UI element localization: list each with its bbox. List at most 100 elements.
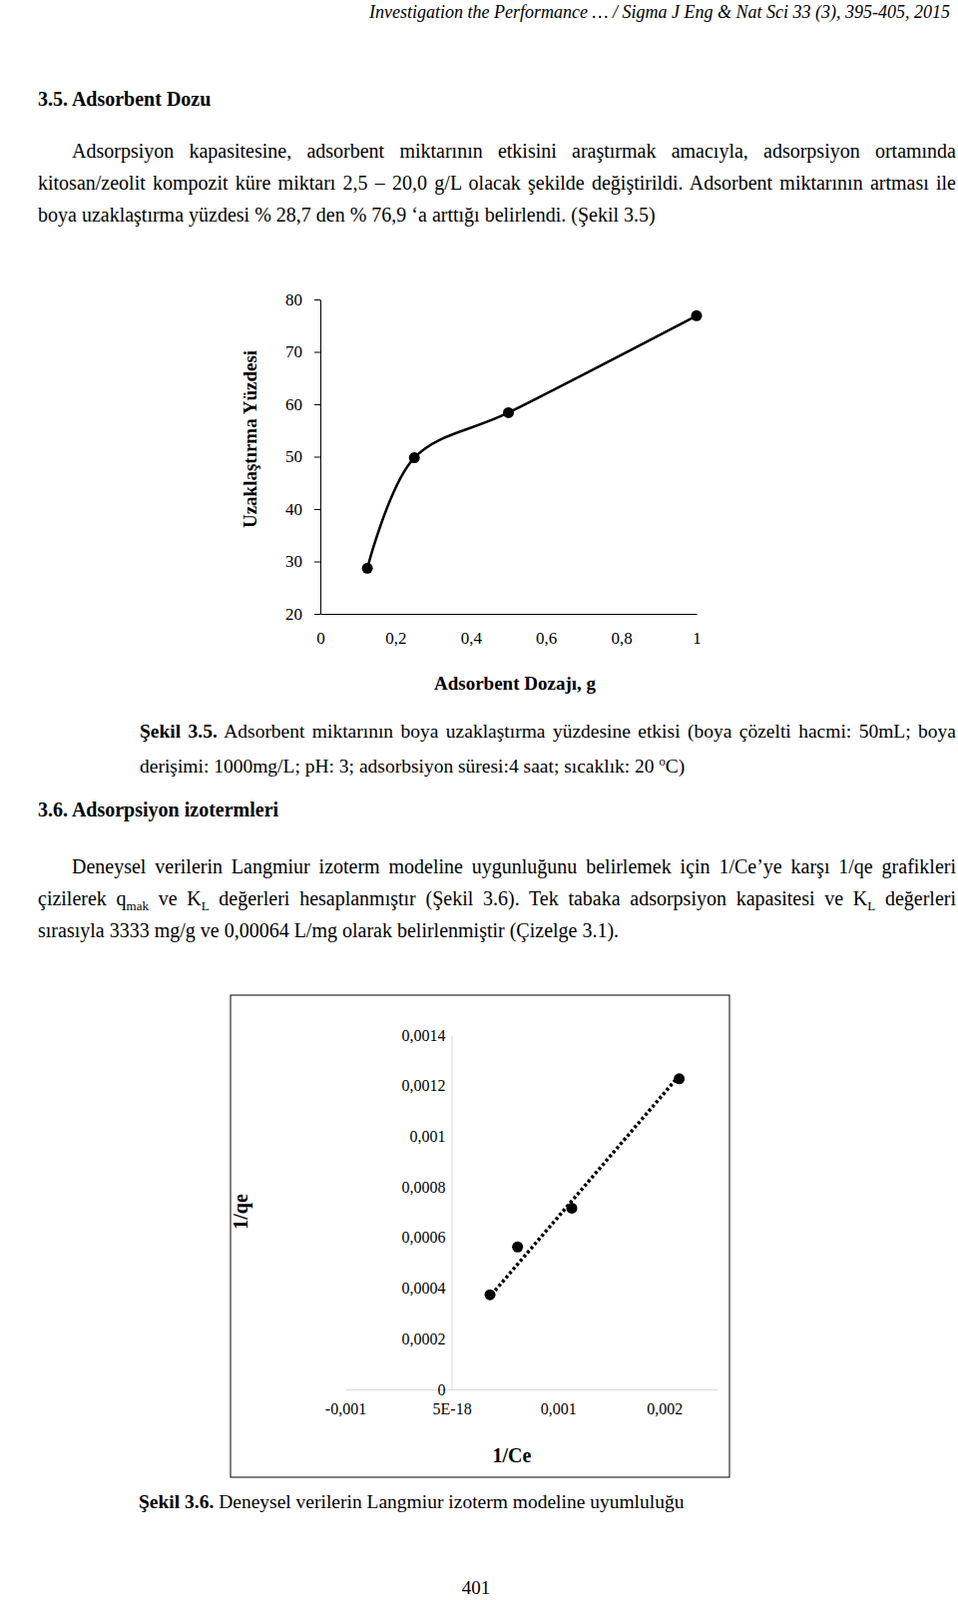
tick: 80 [285,290,321,310]
text-run: değerleri hesaplanmıştır (Şekil 3.6). Te… [209,887,869,910]
tick: 0,0004 [402,1279,453,1297]
plot-area [484,1072,686,1300]
text-run: L [201,898,210,914]
tick-label: 1 [692,628,702,648]
tick: 0,002 [646,1389,683,1418]
tick: -0,001 [325,1389,367,1418]
tick-mark [314,404,321,406]
tick-label: 0,0014 [402,1026,447,1044]
tick: 0,001 [540,1389,577,1418]
page-number: 401 [436,1575,516,1600]
text-run: mak [126,898,149,914]
axis-line [320,300,322,615]
tick-mark [314,613,321,615]
tick-label: 80 [285,290,303,310]
tick-label: 0,6 [535,628,557,648]
axis-line [321,613,698,615]
text-run: o [659,754,666,769]
tick: 0,0014 [402,1026,453,1044]
data-point [502,407,514,419]
tick-label: 0,8 [610,628,632,648]
paragraph: Adsorpsiyon kapasitesine, adsorbent mikt… [37,134,957,231]
text-run: ve K [148,887,202,910]
tick-label: 0 [438,1381,447,1399]
text-run: L [867,898,876,914]
tick: 20 [285,604,321,624]
tick-label: 0,001 [410,1127,447,1145]
text-run: Şekil 3.5. [139,720,218,742]
section-heading: 3.5. Adsorbent Dozu [37,86,211,111]
tick-label: 70 [285,342,303,362]
data-point [511,1241,523,1253]
tick-mark [314,352,321,354]
text-run: Adsorbent miktarının boya uzaklaştırma y… [139,720,957,777]
x-axis-title: Adsorbent Dozajı, g [434,672,597,694]
text-run: Adsorpsiyon kapasitesine, adsorbent mikt… [37,139,957,226]
chart: 0 0,2 0,4 0,6 0,8 1 20 30 40 50 60 70 80 Adsorbent Do… [239,290,702,694]
tick: 0,8 [610,613,632,648]
data-point [691,310,703,322]
x-axis: -0,001 5E-18 0,001 0,002 [325,1389,719,1418]
tick-label: 50 [285,447,303,467]
tick-label: 0,0012 [402,1076,447,1094]
section-heading: 3.6. Adsorpsiyon izotermleri [37,797,279,822]
tick-label: 0 [316,628,326,648]
tick-label: 0,2 [385,628,407,648]
chart: -0,001 5E-18 0,001 0,002 0 0,0002 0,0004 0,0006… [229,1026,719,1466]
x-axis: 0 0,2 0,4 0,6 0,8 1 [316,613,702,648]
tick: 0,2 [385,613,407,648]
tick: 40 [285,499,321,519]
tick: 60 [285,395,321,415]
tick-label: 30 [285,551,303,571]
tick: 0,6 [535,613,557,648]
chart-frame [230,994,730,1477]
text-run: C) [665,755,686,777]
data-point [409,452,421,464]
tick: 30 [285,551,321,571]
tick: 0 [438,1381,453,1399]
tick-mark [314,508,321,510]
tick: 70 [285,342,321,362]
tick: 0,0008 [402,1178,453,1196]
tick-label: 0,4 [461,628,483,648]
text-run: Şekil 3.6. [138,1490,214,1512]
tick-mark [314,299,321,301]
tick-label: 40 [285,499,303,519]
figure-caption: Şekil 3.5. Adsorbent miktarının boya uza… [139,713,957,784]
tick: 0,001 [410,1127,453,1145]
x-axis-title: 1/Ce [492,1443,532,1466]
tick: 1 [692,613,702,648]
tick: 0,4 [461,613,483,648]
y-axis: 0 0,0002 0,0004 0,0006 0,0008 0,001 0,0012 0,00… [402,1026,454,1399]
tick-label: 0,0006 [402,1228,447,1246]
tick-label: 60 [285,395,303,415]
y-axis: 20 30 40 50 60 70 80 [285,290,322,624]
tick: 0,0006 [402,1228,453,1246]
figure-caption: Şekil 3.6. Deneysel verilerin Langmiur i… [138,1483,938,1519]
axis-line [346,1389,719,1391]
running-header: Investigation the Performance … / Sigma … [369,0,951,24]
tick-mark [314,457,321,459]
text-run: Deneysel verilerin Langmiur izoterm mode… [213,1490,684,1512]
tick-label: 0,0004 [402,1279,447,1297]
data-point [362,562,374,574]
tick-label: 0,001 [540,1400,577,1418]
y-axis-title: Uzaklaştırma Yüzdesi [239,350,261,528]
tick: 0,0012 [402,1076,453,1094]
paragraph: Deneysel verilerin Langmiur izoterm mode… [37,850,957,947]
tick: 0 [316,613,326,648]
axis-line [452,1035,454,1391]
tick-label: 0,0002 [402,1330,447,1348]
y-axis-title: 1/qe [229,1193,253,1230]
tick: 50 [285,447,321,467]
page: 0 0,2 0,4 0,6 0,8 1 20 30 40 50 60 70 80 Adsorbent Do… [0,0,958,1600]
tick-label: 0,002 [646,1400,683,1418]
tick-label: 5E-18 [433,1400,473,1418]
tick-mark [314,561,321,563]
tick-label: 0,0008 [402,1178,447,1196]
tick-label: -0,001 [325,1400,367,1418]
data-line [367,315,697,568]
trend-line [487,1076,679,1299]
tick-label: 20 [285,604,303,624]
plot-area [362,310,703,574]
